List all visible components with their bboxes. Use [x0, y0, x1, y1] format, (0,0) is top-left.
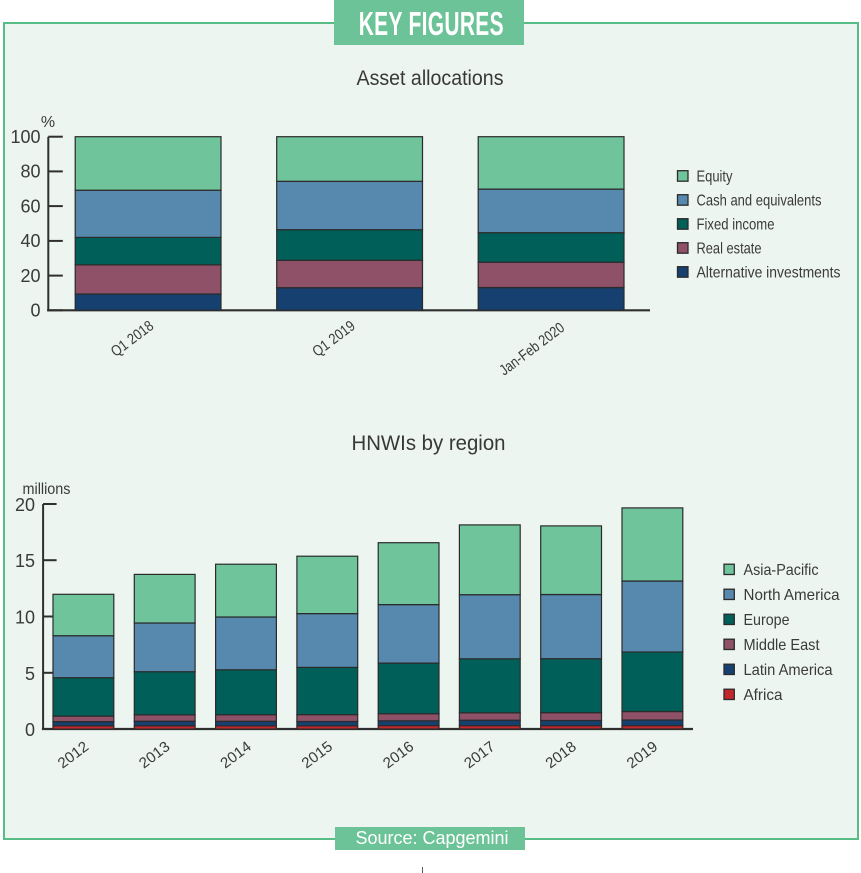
svg-text:Africa: Africa	[744, 687, 783, 704]
svg-text:2014: 2014	[217, 738, 254, 772]
svg-text:2015: 2015	[299, 738, 336, 772]
svg-text:Equity: Equity	[697, 169, 733, 186]
svg-text:Asia-Pacific: Asia-Pacific	[744, 562, 819, 579]
svg-text:5: 5	[25, 664, 35, 684]
svg-text:Q1 2018: Q1 2018	[108, 317, 157, 360]
svg-text:0: 0	[25, 720, 35, 740]
svg-text:60: 60	[20, 196, 40, 216]
svg-text:Middle East: Middle East	[744, 637, 821, 654]
svg-text:0: 0	[30, 301, 40, 321]
svg-text:2019: 2019	[624, 738, 661, 772]
svg-text:%: %	[41, 114, 55, 131]
svg-text:2013: 2013	[136, 738, 173, 772]
svg-text:Europe: Europe	[744, 612, 790, 629]
svg-text:Alternative investments: Alternative investments	[697, 265, 841, 282]
svg-text:2017: 2017	[461, 738, 498, 772]
svg-text:10: 10	[15, 608, 35, 628]
svg-text:Fixed income: Fixed income	[697, 217, 775, 234]
svg-text:20: 20	[20, 266, 40, 286]
svg-text:millions: millions	[23, 481, 71, 498]
svg-text:Real estate: Real estate	[697, 241, 762, 258]
svg-text:Jan-Feb 2020: Jan-Feb 2020	[496, 319, 568, 379]
svg-text:Q1 2019: Q1 2019	[309, 317, 358, 360]
svg-text:2012: 2012	[55, 738, 92, 772]
svg-text:20: 20	[15, 495, 35, 515]
svg-text:Latin America: Latin America	[744, 662, 833, 679]
svg-text:North America: North America	[744, 587, 840, 604]
svg-text:80: 80	[20, 162, 40, 182]
svg-text:Asset allocations: Asset allocations	[357, 66, 504, 90]
svg-text:Cash and equivalents: Cash and equivalents	[697, 193, 822, 210]
svg-text:HNWIs by region: HNWIs by region	[352, 431, 506, 455]
svg-text:15: 15	[15, 551, 35, 571]
svg-text:40: 40	[20, 231, 40, 251]
svg-text:2018: 2018	[542, 738, 579, 772]
svg-text:100: 100	[10, 127, 40, 147]
svg-text:2016: 2016	[380, 738, 417, 772]
